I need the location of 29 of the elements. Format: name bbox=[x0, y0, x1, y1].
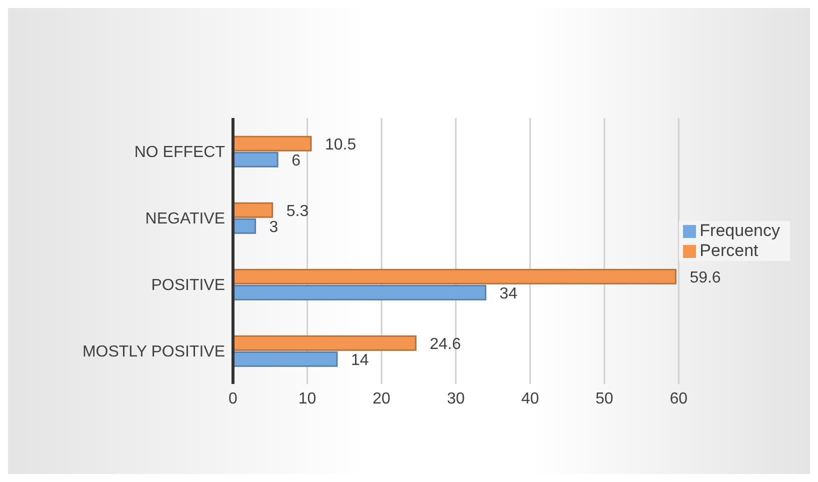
data-label: 34 bbox=[500, 285, 518, 302]
bar bbox=[233, 268, 676, 284]
data-label: 10.5 bbox=[324, 136, 356, 154]
y-tick-label: POSITIVE bbox=[151, 276, 225, 294]
legend-label: Percent bbox=[700, 241, 758, 260]
bar bbox=[233, 218, 256, 234]
y-tick-label: NO EFFECT bbox=[134, 144, 226, 161]
x-tick-label: 20 bbox=[372, 390, 391, 408]
x-tick-label: 10 bbox=[298, 390, 316, 408]
bar bbox=[233, 351, 338, 367]
legend-label: Frequency bbox=[700, 221, 780, 240]
x-tick-label: 0 bbox=[228, 390, 238, 408]
y-tick-label: NEGATIVE bbox=[145, 210, 225, 228]
data-label: 3 bbox=[269, 218, 278, 236]
y-tick-label: MOSTLY POSITIVE bbox=[82, 343, 225, 360]
data-label: 59.6 bbox=[690, 269, 721, 286]
x-tick-label: 60 bbox=[670, 390, 688, 408]
data-label: 5.3 bbox=[286, 202, 309, 220]
data-label: 6 bbox=[292, 152, 301, 170]
x-tick-label: 40 bbox=[521, 390, 540, 408]
bar bbox=[233, 136, 312, 152]
bar bbox=[233, 152, 278, 168]
bar bbox=[233, 202, 274, 218]
bar bbox=[233, 335, 416, 351]
data-label: 14 bbox=[350, 352, 369, 369]
x-tick-label: 50 bbox=[595, 390, 614, 408]
data-label: 24.6 bbox=[430, 336, 461, 353]
x-tick-label: 30 bbox=[446, 390, 465, 408]
bar bbox=[233, 284, 486, 300]
